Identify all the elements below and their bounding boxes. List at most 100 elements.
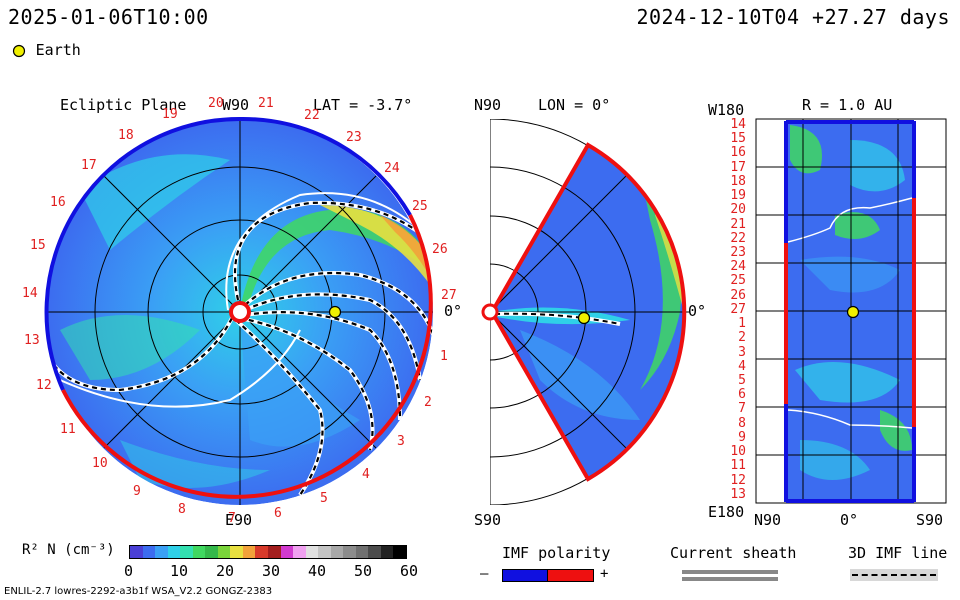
colorbar-tick-label: 0 <box>124 562 134 580</box>
radial-row-label: 9 <box>738 429 746 445</box>
day-number: 13 <box>24 333 40 348</box>
radial-r-label: R = 1.0 AU <box>802 96 893 114</box>
radial-row-label: 25 <box>730 273 746 289</box>
day-number: 15 <box>30 238 46 253</box>
colorbar-segment <box>343 546 356 558</box>
meridional-zero-label: 0° <box>688 302 707 320</box>
colorbar-segment <box>242 546 256 558</box>
day-number: 25 <box>412 199 428 214</box>
colorbar-title: R² N (cm⁻³) <box>22 542 115 558</box>
ecliptic-e90-label: E90 <box>225 511 253 529</box>
colorbar-segment <box>393 546 407 558</box>
day-number: 1 <box>440 349 448 364</box>
colorbar-segment <box>268 546 281 558</box>
radial-row-label: 24 <box>730 259 746 275</box>
colorbar-segment <box>293 546 306 558</box>
imf-line-title: 3D IMF line <box>848 544 948 562</box>
day-number: 12 <box>36 378 52 393</box>
radial-row-label: 22 <box>730 230 746 246</box>
radial-row-label: 23 <box>730 245 746 260</box>
day-number: 6 <box>274 506 282 521</box>
colorbar-segment <box>167 546 181 558</box>
day-number: 9 <box>133 484 141 499</box>
day-number: 18 <box>118 128 134 143</box>
day-number: 22 <box>304 108 320 123</box>
radial-row-label: 2 <box>738 330 746 346</box>
meridional-s90-label: S90 <box>474 511 502 529</box>
current-sheath-title: Current sheath <box>670 544 797 562</box>
day-number: 19 <box>162 107 178 122</box>
radial-row-label: 6 <box>738 387 746 403</box>
colorbar-tick-label: 10 <box>170 562 189 580</box>
colorbar-tick-label: 40 <box>308 562 327 580</box>
radial-row-label: 12 <box>730 472 746 488</box>
radial-row-label: 13 <box>730 486 746 502</box>
radial-row-label: 5 <box>738 373 746 388</box>
ecliptic-zero-label: 0° <box>444 302 463 320</box>
radial-row-label: 19 <box>730 188 746 204</box>
radial-e180-label: E180 <box>708 503 745 521</box>
radial-row-label: 15 <box>730 131 746 147</box>
radial-row-label: 4 <box>738 358 746 374</box>
ecliptic-title: Ecliptic Plane <box>60 96 187 114</box>
radial-row-label: 20 <box>730 202 746 218</box>
imf-polarity-title: IMF polarity <box>502 544 611 562</box>
colorbar-segment <box>230 546 243 558</box>
colorbar-segment <box>205 546 218 558</box>
day-number: 4 <box>362 467 370 482</box>
colorbar-segment <box>380 546 394 558</box>
earth-marker-icon <box>12 44 26 57</box>
radial-zero-label: 0° <box>840 511 859 529</box>
day-number: 11 <box>60 422 76 437</box>
day-number: 26 <box>432 242 448 257</box>
current-sheath-line-bottom <box>682 577 778 581</box>
radial-row-label: 18 <box>730 173 746 189</box>
colorbar-segment <box>255 546 269 558</box>
day-number: 2 <box>424 395 432 410</box>
colorbar-segment <box>142 546 156 558</box>
imf-negative-swatch <box>502 569 549 582</box>
radial-n90-label: N90 <box>754 511 782 529</box>
colorbar-tick-label: 50 <box>354 562 373 580</box>
day-number: 5 <box>320 491 328 506</box>
imf-line-swatch <box>850 569 938 581</box>
ecliptic-w90-label: W90 <box>222 96 250 114</box>
colorbar-segment <box>130 546 143 558</box>
radial-row-label: 14 <box>730 117 746 132</box>
imf-plus-label: + <box>600 566 609 582</box>
earth-marker <box>328 305 342 319</box>
earth-legend-label: Earth <box>35 41 81 59</box>
colorbar-tick-label: 20 <box>216 562 235 580</box>
radial-w180-label: W180 <box>708 101 745 119</box>
meridional-n90-label: N90 <box>474 96 502 114</box>
meridional-lon-label: LON = 0° <box>538 96 611 114</box>
radial-row-label: 27 <box>730 301 746 317</box>
day-number: 23 <box>346 130 362 145</box>
radial-row-label: 1 <box>738 316 746 332</box>
radial-row-label: 3 <box>738 344 746 360</box>
day-number: 8 <box>178 502 186 517</box>
day-number: 24 <box>384 161 400 176</box>
day-number: 3 <box>397 434 405 449</box>
day-number: 14 <box>22 286 38 301</box>
day-number: 20 <box>208 96 224 111</box>
current-sheath-line-top <box>682 570 778 574</box>
run-datetime: 2025-01-06T10:00 <box>8 5 209 29</box>
colorbar-segment <box>368 546 381 558</box>
day-number: 27 <box>441 288 457 303</box>
colorbar-segment <box>217 546 231 558</box>
day-number: 7 <box>228 511 236 526</box>
day-number: 16 <box>50 195 66 210</box>
colorbar-segment <box>192 546 206 558</box>
day-number: 17 <box>81 158 97 173</box>
radial-row-label: 16 <box>730 145 746 161</box>
radial-row-label: 17 <box>730 159 746 175</box>
density-colorbar <box>129 545 407 559</box>
sun-marker <box>229 301 251 323</box>
colorbar-segment <box>155 546 168 558</box>
radial-row-label: 7 <box>738 401 746 417</box>
colorbar-segment <box>355 546 369 558</box>
